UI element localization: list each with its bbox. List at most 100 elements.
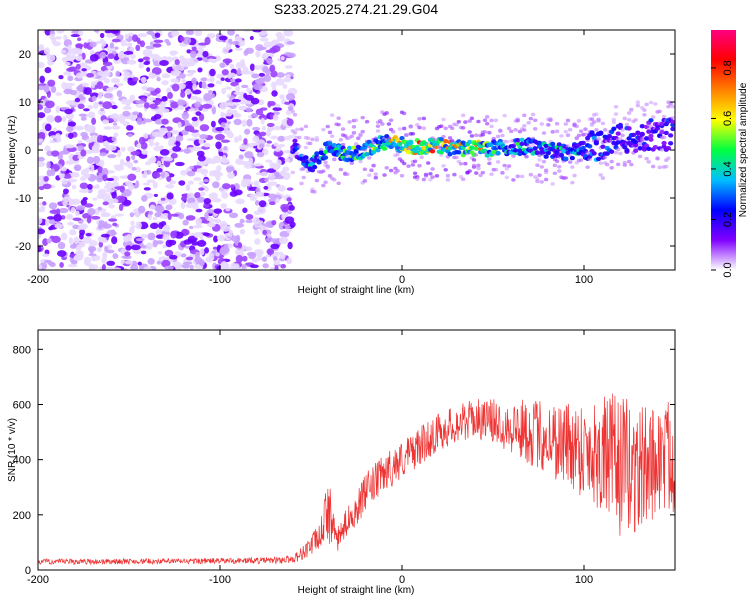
- spectrogram-halo-mark: [528, 116, 534, 121]
- spectrogram-signal-mark: [648, 118, 654, 123]
- spectrogram-noise-mark: [66, 213, 74, 220]
- spectrogram-noise-mark: [59, 150, 69, 155]
- spectrogram-halo-mark: [609, 159, 614, 164]
- spectrogram-noise-mark: [286, 41, 295, 45]
- spectrogram-halo-mark: [618, 151, 623, 156]
- spectrogram-halo-mark: [642, 113, 647, 117]
- spectrogram-signal-mark: [473, 146, 479, 151]
- spectrogram-signal-mark: [519, 137, 525, 143]
- spectrogram-noise-mark: [147, 138, 154, 143]
- spectrogram-noise-mark: [64, 144, 75, 149]
- spectrogram-signal-mark: [536, 143, 543, 149]
- spectrogram-halo-mark: [467, 169, 472, 173]
- spectrogram-noise-mark: [253, 163, 263, 167]
- spectrogram-noise-mark: [97, 134, 104, 143]
- spectrogram-noise-mark: [221, 113, 230, 117]
- spectrogram-noise-mark: [101, 167, 109, 175]
- spectrogram-noise-mark: [164, 249, 174, 257]
- spectrogram-halo-mark: [290, 170, 295, 175]
- colorbar-tick-label: 0.8: [722, 60, 734, 75]
- spectrogram-halo-mark: [421, 116, 427, 121]
- spectrogram-noise-mark: [55, 92, 63, 96]
- spectrogram-noise-mark: [246, 251, 257, 257]
- spectrogram-halo-mark: [498, 129, 503, 133]
- spectrogram-halo-mark: [415, 177, 420, 181]
- spectrogram-noise-mark: [149, 222, 159, 230]
- spectrogram-halo-mark: [528, 172, 534, 177]
- spectrogram-noise-mark: [184, 88, 192, 95]
- spectrogram-noise-mark: [266, 122, 275, 128]
- spectrogram-noise-mark: [105, 182, 114, 186]
- spectrogram-signal-mark: [644, 136, 650, 141]
- spectrogram-signal-mark: [364, 151, 370, 157]
- spectrogram-noise-mark: [114, 213, 125, 217]
- spectrogram-halo-mark: [530, 112, 536, 117]
- spectrogram-halo-mark: [299, 127, 304, 131]
- spectrogram-noise-mark: [243, 92, 248, 99]
- spectrogram-noise-mark: [192, 89, 202, 95]
- spectrogram-noise-mark: [221, 69, 229, 76]
- spectrogram-noise-mark: [73, 236, 80, 244]
- spectrogram-noise-mark: [235, 85, 241, 92]
- spectrogram-halo-mark: [349, 161, 354, 165]
- spectrogram-halo-mark: [417, 163, 422, 168]
- spectrogram-noise-mark: [275, 197, 280, 204]
- spectrogram-signal-mark: [447, 151, 453, 157]
- spectrogram-halo-mark: [644, 102, 649, 107]
- spectrogram-signal-mark: [639, 132, 645, 137]
- spectrogram-noise-mark: [280, 56, 285, 61]
- spectrogram-noise-mark: [272, 164, 280, 171]
- spectrogram-noise-mark: [161, 118, 169, 125]
- spectrogram-halo-mark: [567, 160, 573, 164]
- spectrogram-halo-mark: [325, 124, 330, 129]
- spectrogram-noise-mark: [234, 249, 241, 255]
- spectrogram-noise-mark: [38, 85, 46, 91]
- spectrogram-signal-mark: [366, 139, 372, 145]
- spectrogram-noise-mark: [183, 148, 191, 154]
- spectrogram-noise-mark: [112, 222, 118, 227]
- snr-x-tick-label: 100: [575, 574, 593, 586]
- spectrogram-noise-mark: [189, 50, 197, 59]
- spectrogram-halo-mark: [504, 167, 510, 171]
- spectrogram-noise-mark: [116, 83, 124, 87]
- spectrogram-noise-mark: [230, 262, 237, 270]
- spectrogram-halo-mark: [380, 122, 385, 126]
- spectrogram-noise-mark: [106, 260, 116, 266]
- spectrogram-noise-mark: [266, 57, 273, 65]
- spectrogram-noise-mark: [69, 89, 77, 96]
- spectrogram-noise-mark: [135, 100, 145, 105]
- spectrogram-noise-mark: [226, 42, 232, 51]
- spectrogram-halo-mark: [589, 117, 595, 121]
- spectrogram-noise-mark: [96, 194, 105, 200]
- spectrogram-noise-mark: [245, 219, 253, 224]
- spectrogram-y-tick-label: -10: [15, 193, 31, 205]
- spectrogram-noise-mark: [282, 166, 290, 172]
- spectrogram-noise-mark: [70, 34, 80, 38]
- spectrogram-noise-mark: [189, 70, 195, 75]
- spectrogram-noise-mark: [171, 31, 180, 36]
- spectrogram-noise-mark: [162, 234, 170, 241]
- spectrogram-halo-mark: [484, 115, 490, 119]
- spectrogram-halo-mark: [430, 167, 435, 171]
- spectrogram-noise-mark: [71, 198, 81, 205]
- spectrogram-halo-mark: [452, 172, 457, 177]
- spectrogram-noise-mark: [122, 106, 132, 110]
- spectrogram-noise-mark: [251, 258, 259, 263]
- spectrogram-halo-mark: [620, 128, 625, 132]
- spectrogram-noise-mark: [44, 30, 52, 36]
- spectrogram-noise-mark: [284, 158, 291, 163]
- spectrogram-noise-mark: [270, 135, 279, 140]
- spectrogram-signal-mark: [408, 140, 414, 146]
- spectrogram-signal-mark: [600, 144, 606, 149]
- spectrogram-halo-mark: [443, 126, 448, 131]
- spectrogram-noise-mark: [165, 204, 173, 211]
- spectrogram-noise-mark: [244, 246, 253, 252]
- spectrogram-signal-mark: [635, 130, 641, 135]
- spectrogram-halo-mark: [478, 173, 483, 178]
- spectrogram-noise-mark: [225, 208, 231, 212]
- spectrogram-noise-mark: [164, 38, 170, 44]
- spectrogram-noise-mark: [280, 263, 287, 269]
- spectrogram-signal-mark: [580, 140, 586, 146]
- spectrogram-noise-mark: [271, 90, 278, 97]
- spectrogram-noise-mark: [159, 148, 170, 156]
